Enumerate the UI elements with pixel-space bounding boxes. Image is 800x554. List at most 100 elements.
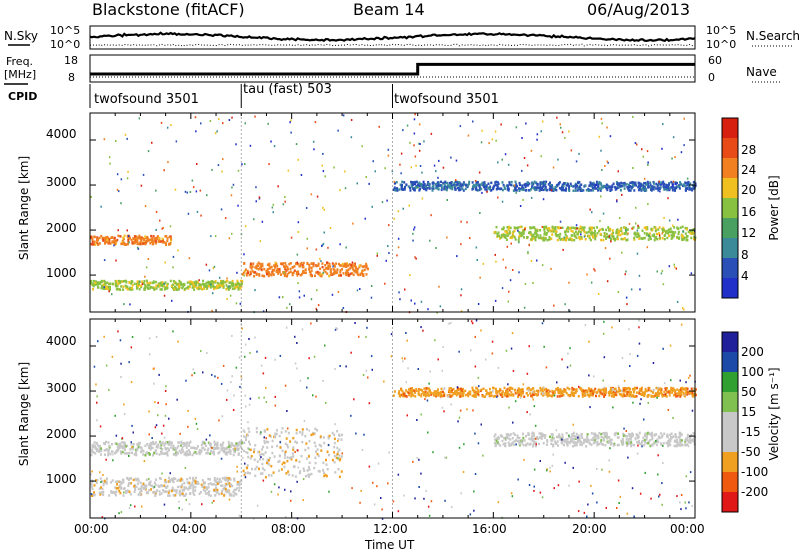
power-cell-3 <box>426 186 429 190</box>
power-speckle <box>560 227 562 229</box>
velocity-cell-1 <box>149 482 151 485</box>
power-cell-3 <box>592 181 595 185</box>
power-cell-1 <box>126 288 129 291</box>
power-speckle <box>673 263 675 266</box>
power-cell-3 <box>418 189 421 192</box>
velocity-cell-0 <box>100 449 103 453</box>
power-cell-2 <box>251 265 254 268</box>
power-cell-3 <box>626 186 629 189</box>
velocity-cell-1 <box>100 486 103 489</box>
velocity-cell-3 <box>557 389 560 393</box>
velocity-cell-3 <box>515 391 518 395</box>
velocity-cell-4 <box>576 440 579 444</box>
velocity-cell-4 <box>558 433 561 436</box>
velocity-cell-4 <box>530 435 533 439</box>
velocity-cell-3 <box>474 391 477 394</box>
velocity-cell-3 <box>457 392 460 395</box>
power-cell-4 <box>606 235 609 239</box>
power-cell-2 <box>268 267 271 270</box>
power-cell-1 <box>126 285 129 288</box>
velocity-cell-1 <box>185 486 188 490</box>
power-cell-3 <box>688 188 691 191</box>
power-cell-2 <box>308 263 311 267</box>
power-speckle <box>290 131 292 134</box>
velocity-cell-4 <box>550 439 553 442</box>
power-speckle <box>570 149 573 152</box>
power-cell-3 <box>538 186 541 189</box>
velocity-speckle <box>636 452 639 455</box>
power-cell-1 <box>148 284 151 287</box>
power-speckle <box>418 142 420 145</box>
velocity-speckle <box>336 327 338 330</box>
power-speckle <box>446 236 448 239</box>
velocity-cell-3 <box>518 389 520 392</box>
velocity-cell-0 <box>166 450 169 454</box>
velocity-speckle <box>221 415 224 418</box>
velocity-cell-3 <box>459 395 462 398</box>
power-cell-1 <box>186 281 189 284</box>
velocity-cell-0 <box>136 443 139 446</box>
power-speckle <box>430 214 432 217</box>
velocity-cell-0 <box>179 451 182 455</box>
power-cell-3 <box>530 188 533 191</box>
velocity-cell-4 <box>626 442 629 445</box>
power-cell-4 <box>638 234 641 238</box>
velocity-cell-2 <box>322 468 324 472</box>
velocity-cell-3 <box>533 390 536 393</box>
power-cell-3 <box>625 183 628 186</box>
power-speckle <box>625 296 628 299</box>
power-speckle <box>523 157 526 159</box>
velocity-cell-4 <box>648 432 651 436</box>
velocity-cell-2 <box>274 435 277 439</box>
velocity-cell-1 <box>121 478 124 481</box>
power-cell-0 <box>151 240 153 243</box>
power-cell-2 <box>257 268 260 271</box>
velocity-cell-1 <box>119 485 122 489</box>
power-cell-3 <box>646 180 649 184</box>
velocity-cell-0 <box>181 449 184 452</box>
power-cell-2 <box>336 268 339 271</box>
velocity-cell-3 <box>423 387 426 390</box>
velocity-cell-3 <box>557 388 560 391</box>
power-cell-3 <box>439 184 442 187</box>
power-speckle <box>208 269 211 272</box>
power-cell-0 <box>109 242 112 245</box>
velocity-cell-4 <box>586 438 589 441</box>
velocity-cell-2 <box>338 448 341 451</box>
velocity-cell-4 <box>552 444 555 447</box>
velocity-cell-3 <box>490 391 493 395</box>
power-cell-4 <box>507 232 510 236</box>
velocity-cell-0 <box>117 448 120 451</box>
velocity-cell-0 <box>147 445 150 448</box>
velocity-cell-4 <box>622 434 625 437</box>
velocity-cell-2 <box>313 441 316 444</box>
velocity-cell-0 <box>237 452 240 455</box>
velocity-cell-0 <box>226 451 229 454</box>
power-cell-2 <box>286 266 289 269</box>
velocity-cell-2 <box>248 472 251 475</box>
power-speckle <box>314 121 317 124</box>
power-cell-2 <box>278 270 281 274</box>
velocity-speckle <box>403 494 405 497</box>
velocity-cell-0 <box>118 446 121 450</box>
power-cell-0 <box>140 242 143 246</box>
power-cell-4 <box>585 231 588 234</box>
velocity-cell-0 <box>195 452 198 455</box>
power-cell-3 <box>587 187 590 191</box>
velocity-cell-0 <box>170 441 173 444</box>
power-cell-2 <box>347 272 349 275</box>
velocity-cell-3 <box>447 395 450 398</box>
power-cell-3 <box>561 185 563 189</box>
power-cell-3 <box>558 186 561 190</box>
velocity-cell-3 <box>551 389 554 393</box>
power-cell-1 <box>174 281 177 285</box>
velocity-cell-3 <box>619 389 621 392</box>
velocity-cell-2 <box>279 446 282 449</box>
power-cell-3 <box>591 186 594 189</box>
power-speckle <box>170 124 172 127</box>
velocity-cell-3 <box>572 388 575 391</box>
velocity-cell-1 <box>175 491 178 494</box>
power-speckle <box>198 279 200 282</box>
velocity-cell-0 <box>181 450 184 454</box>
velocity-speckle <box>184 466 187 469</box>
